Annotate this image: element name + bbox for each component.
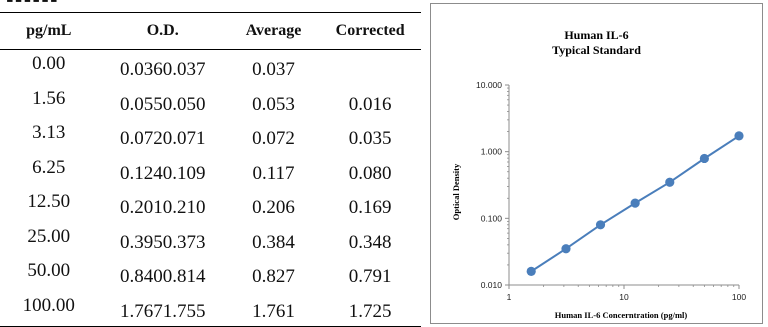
cell-od-2: 0.071 <box>162 128 206 150</box>
cell-corrected: 0.169 <box>348 197 392 219</box>
y-tick-label: 0.010 <box>481 280 503 290</box>
cell-concentration: 3.13 <box>32 122 66 144</box>
data-point-marker <box>595 220 606 230</box>
cell-od-1: 0.201 <box>119 197 163 219</box>
table-row: 100.00 1.767 1.755 1.761 1.725 <box>0 292 421 327</box>
cell-corrected: 0.348 <box>348 231 392 253</box>
data-point-marker <box>665 177 675 187</box>
table-row: 50.00 0.840 0.814 0.827 0.791 <box>0 257 421 292</box>
cell-concentration: 0.00 <box>32 53 66 75</box>
cell-od-1: 0.036 <box>119 59 163 81</box>
cell-od-1: 1.767 <box>119 300 163 322</box>
cell-average: 1.761 <box>252 300 295 322</box>
cell-od-1: 0.124 <box>119 162 163 184</box>
cell-average: 0.072 <box>252 128 295 150</box>
header-average: Average <box>245 22 302 39</box>
cell-average: 0.037 <box>252 59 295 81</box>
cell-od-2: 0.814 <box>162 266 206 288</box>
y-axis-label: Optical Density <box>451 163 461 220</box>
table-row: 25.00 0.395 0.373 0.384 0.348 <box>0 223 421 258</box>
data-point-marker <box>630 198 640 208</box>
cell-od-2: 0.373 <box>162 231 206 253</box>
standard-data-table: pg/mL O.D. Average Corrected 0.00 0.036 0.… <box>0 12 421 327</box>
cell-corrected: 0.035 <box>348 128 392 150</box>
cell-od-2: 0.050 <box>162 93 206 115</box>
chart-series <box>526 131 744 276</box>
x-tick-label: 100 <box>732 292 746 302</box>
cell-od-2: 0.210 <box>162 197 206 219</box>
table-header-row: pg/mL O.D. Average Corrected <box>0 12 421 50</box>
data-point-marker <box>699 153 709 164</box>
chart-axes: 0.010 0.100 1.000 10.000 1 10 100 <box>476 80 746 302</box>
cell-od-2: 0.109 <box>162 162 206 184</box>
cell-od-1: 0.072 <box>119 128 163 150</box>
cell-average: 0.117 <box>252 162 295 184</box>
standard-curve-chart: Human IL-6 Typical Standard Optical Dens… <box>430 3 763 324</box>
cell-od-1: 0.395 <box>119 231 163 253</box>
y-tick-label: 0.100 <box>481 213 503 223</box>
chart-canvas: Human IL-6 Typical Standard Optical Dens… <box>451 28 746 320</box>
y-tick-label: 1.000 <box>481 147 503 157</box>
data-point-marker <box>526 266 536 276</box>
cell-corrected: 0.016 <box>348 93 392 115</box>
cell-od-2: 1.755 <box>162 300 206 322</box>
table-row: 6.25 0.124 0.109 0.117 0.080 <box>0 154 421 189</box>
chart-subtitle: Typical Standard <box>552 43 641 57</box>
x-tick-label: 1 <box>507 292 512 302</box>
header-od: O.D. <box>146 22 179 39</box>
table-row: 3.13 0.072 0.071 0.072 0.035 <box>0 119 421 154</box>
cell-average: 0.206 <box>252 197 295 219</box>
cell-average: 0.827 <box>252 266 295 288</box>
cell-concentration: 12.50 <box>27 191 71 213</box>
table-row: 0.00 0.036 0.037 0.037 <box>0 50 421 85</box>
cell-corrected: 1.725 <box>348 300 392 322</box>
x-tick-label: 10 <box>619 292 629 302</box>
cell-corrected <box>319 53 421 88</box>
data-point-marker <box>561 244 571 254</box>
x-axis-label: Human IL-6 Concerntration (pg/ml) <box>555 310 688 320</box>
cell-average: 0.384 <box>252 231 295 253</box>
cell-od-1: 0.055 <box>119 93 163 115</box>
cell-corrected: 0.080 <box>348 162 392 184</box>
y-tick-label: 10.000 <box>476 80 502 90</box>
cell-od-1: 0.840 <box>119 266 163 288</box>
cell-od-2: 0.037 <box>162 59 206 81</box>
header-corrected: Corrected <box>335 22 405 39</box>
standard-data-table-container: pg/mL O.D. Average Corrected 0.00 0.036 0.… <box>0 12 421 327</box>
table-row: 1.56 0.055 0.050 0.053 0.016 <box>0 85 421 120</box>
chart-title: Human IL-6 <box>564 28 628 42</box>
table-row: 12.50 0.201 0.210 0.206 0.169 <box>0 188 421 223</box>
cell-average: 0.053 <box>252 93 295 115</box>
cell-concentration: 50.00 <box>27 260 71 282</box>
cell-concentration: 25.00 <box>27 225 71 247</box>
cell-concentration: 6.25 <box>32 156 66 178</box>
data-point-marker <box>734 131 744 141</box>
cut-off-heading-fragment: ▪▪▪▪▪▪ <box>6 0 59 12</box>
table-body: 0.00 0.036 0.037 0.037 1.56 0.055 0.050 0.053 0.… <box>0 50 421 327</box>
cell-concentration: 1.56 <box>32 87 66 109</box>
cell-concentration: 100.00 <box>22 294 75 316</box>
header-concentration: pg/mL <box>26 22 72 39</box>
cell-corrected: 0.791 <box>348 266 392 288</box>
